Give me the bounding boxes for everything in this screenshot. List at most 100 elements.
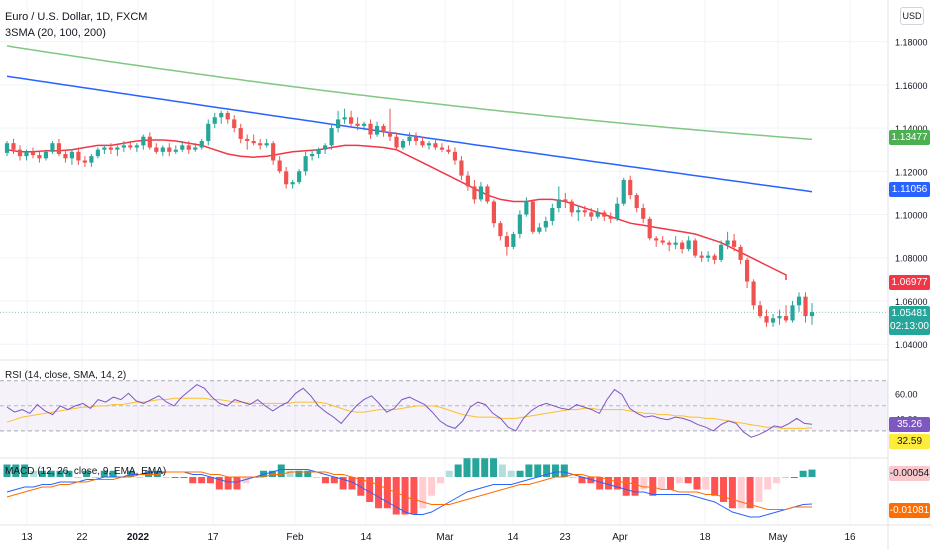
macd-histogram-bar [666,477,674,490]
candle-body [465,175,471,187]
candle-body [277,160,282,172]
macd-histogram-bar [605,477,613,490]
x-tick-label: 22 [76,532,88,543]
currency-button[interactable]: USD [900,7,924,25]
candle-body [82,160,87,163]
candle-body [602,212,607,217]
candle-body [297,171,302,183]
x-tick-label: 23 [559,532,571,543]
macd-histogram-bar [808,469,816,477]
indicator-label: 3SMA (20, 100, 200) [5,27,106,39]
macd-histogram-bar [525,464,533,477]
candle-body [400,141,406,148]
candle-body [316,149,321,154]
macd-histogram-bar [401,477,409,515]
macd-histogram-bar [145,470,153,477]
candle-body [738,246,743,260]
macd-histogram-bar [330,477,338,484]
macd-histogram-bar [799,470,807,477]
candle-body [608,216,613,219]
candle-body [219,112,224,118]
candle-body [245,138,250,142]
candle-body [699,255,704,258]
macd-histogram-bar [596,477,604,490]
candle-body [271,143,276,161]
x-tick-label: May [769,532,788,543]
candle-body [141,136,146,146]
candle-body [439,147,445,150]
candle-body [485,186,490,202]
macd-histogram-bar [516,470,524,477]
x-tick-label: Mar [436,532,454,543]
macd-histogram-bar [463,458,471,477]
candle-body [517,214,522,234]
candle-body [167,147,172,152]
candle-body [4,143,10,153]
candle-body [335,119,341,129]
macd-histogram-bar [711,477,719,496]
macd-histogram-bar [224,477,232,490]
macd-histogram-bar [410,477,418,515]
macd-histogram-bar [728,477,736,509]
candle-body [17,149,23,157]
candle-body [621,179,626,204]
macd-histogram-bar [498,464,506,477]
candle-body [576,210,581,213]
candle-body [37,155,42,159]
y-tick-label: 1.04000 [895,340,928,350]
candle-body [361,123,367,126]
macd-histogram-bar [445,470,453,477]
candle-body [796,296,802,306]
last-price-tag: 1.05481 02:13:00 [889,306,930,335]
candle-body [725,240,730,245]
macd-histogram-bar [755,477,763,502]
macd-histogram-bar [569,477,577,478]
candle-body [667,242,672,245]
candle-body [790,305,795,321]
price-pane [0,45,888,327]
candle-body [232,119,237,129]
macd-histogram-bar [321,477,329,484]
macd-histogram-bar [631,477,639,496]
macd-histogram-bar [215,477,223,490]
candle-body [407,136,412,142]
macd-histogram-bar [746,477,754,509]
candle-body [757,305,763,317]
x-tick-label: Apr [612,532,628,543]
macd-histogram-bar [277,464,285,477]
macd-histogram-bar [268,470,276,477]
candle-body [504,236,509,247]
macd-histogram-bar [12,464,20,477]
y-tick-label: 1.10000 [895,211,928,221]
candle-body [95,149,100,157]
y-tick-label: 1.16000 [895,81,928,91]
x-tick-label: Feb [286,532,304,543]
candle-body [160,147,165,152]
candle-body [134,145,139,148]
candle-body [43,151,49,159]
macd-histogram-bar [392,477,400,515]
macd-histogram-bar [38,470,46,477]
candle-body [102,147,107,150]
candle-body [355,123,360,126]
x-tick-label: 13 [21,532,33,543]
macd-histogram-bar [481,458,489,477]
y-tick-label: 1.12000 [895,167,928,177]
macd-histogram-bar [375,477,383,509]
candle-body [56,143,62,154]
macd-histogram-bar [153,470,161,477]
candle-body [368,123,373,135]
y-tick-label: 1.14000 [895,124,928,134]
sma20-line [6,139,787,280]
candle-body [498,223,503,237]
macd-histogram-bar [781,477,789,478]
candle-body [76,151,81,161]
candle-body [50,143,55,152]
candle-body [303,156,308,172]
rsi-tick-label: 60.00 [895,389,918,399]
candle-body [206,123,211,142]
macd-histogram-bar [649,477,657,496]
macd-histogram-bar [30,470,38,477]
